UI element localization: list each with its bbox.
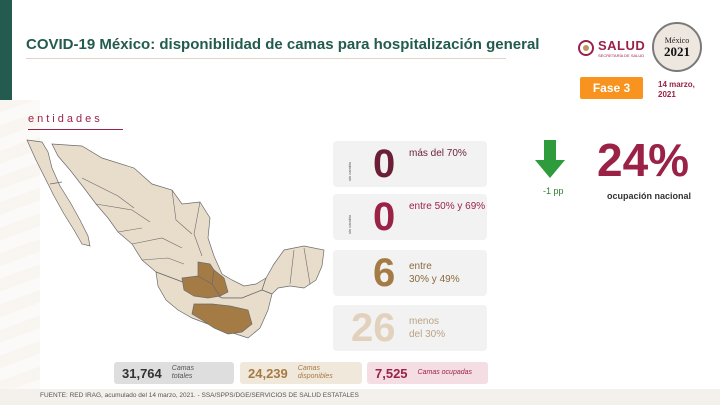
date-line2: 2021	[658, 90, 676, 99]
range-label: entre 30% y 49%	[409, 260, 460, 286]
national-occupancy-label: ocupación nacional	[607, 191, 692, 201]
brand-band	[0, 0, 12, 100]
salud-logo-text: SALUD	[598, 38, 646, 53]
stat-value: 24,239	[248, 365, 288, 381]
stat-label: Camas disponibles	[298, 365, 333, 381]
range-label-line1: más del 70%	[409, 148, 467, 159]
phase-badge: Fase 3	[580, 77, 643, 99]
footer-source: FUENTE: RED IRAG, acumulado del 14 marzo…	[40, 392, 359, 399]
range-count: 0	[373, 195, 396, 239]
stat-occupied-beds: 7,525 Camas ocupadas	[367, 362, 488, 384]
stat-label-line2: totales	[171, 373, 193, 380]
stat-available-beds: 24,239 Camas disponibles	[240, 362, 362, 384]
state-baja-california	[26, 139, 91, 247]
range-label: entre 50% y 69%	[409, 200, 485, 213]
range-label: más del 70%	[409, 147, 467, 160]
stat-label-line1: Camas	[297, 365, 320, 372]
occupancy-change: -1 pp	[543, 186, 564, 196]
page-title: COVID-19 México: disponibilidad de camas…	[26, 36, 540, 53]
stat-value: 7,525	[375, 365, 408, 381]
range-label-line2: 30% y 49%	[409, 274, 460, 285]
mexico-states-map	[26, 139, 325, 339]
footer: FUENTE: RED IRAG, acumulado del 14 marzo…	[0, 389, 720, 405]
range-label-line1: entre	[409, 261, 432, 272]
range-label-line1: menos	[409, 316, 440, 327]
salud-emblem-icon	[578, 40, 594, 56]
report-date: 14 marzo, 2021	[658, 80, 695, 100]
range-label-line1: entre 50% y 69%	[409, 201, 486, 212]
range-card-side-label: sin cambio	[347, 161, 352, 181]
title-divider	[26, 58, 506, 59]
mexico-logo-line2: 2021	[664, 44, 690, 59]
stat-label: Camas ocupadas	[417, 369, 473, 376]
down-arrow-icon	[535, 140, 565, 178]
map-title-underline	[28, 129, 123, 130]
date-line1: 14 marzo,	[658, 80, 695, 89]
range-card-50-69: sin cambio 0 entre 50% y 69%	[333, 194, 487, 240]
mexico-2021-logo: México 2021	[652, 22, 702, 72]
range-count: 6	[373, 251, 396, 295]
stat-label-line1: Camas	[171, 365, 194, 372]
stat-label: Camas totales	[172, 365, 194, 381]
salud-logo: SALUD SECRETARÍA DE SALUD	[578, 38, 645, 58]
mexico-logo-line1: México	[664, 36, 690, 45]
stat-value: 31,764	[122, 365, 162, 381]
range-count: 0	[373, 142, 396, 186]
range-count: 26	[351, 306, 396, 350]
stat-label-line2: disponibles	[297, 373, 333, 380]
salud-logo-subtext: SECRETARÍA DE SALUD	[598, 53, 645, 58]
range-label-line2: del 30%	[409, 329, 446, 340]
state-highlight-queretaro	[197, 261, 215, 285]
stat-total-beds: 31,764 Camas totales	[114, 362, 234, 384]
state-highlight-oaxaca	[191, 303, 253, 335]
range-card-30-49: 6 entre 30% y 49%	[333, 250, 487, 296]
range-card-over-70: sin cambio 0 más del 70%	[333, 141, 487, 187]
national-occupancy-percent: 24%	[597, 134, 690, 186]
range-card-side-label: sin cambio	[347, 214, 352, 234]
state-yucatan-peninsula	[261, 245, 325, 295]
range-label: menos del 30%	[409, 315, 445, 341]
range-card-under-30: 26 menos del 30%	[333, 305, 487, 351]
map-title: entidades	[28, 113, 103, 125]
